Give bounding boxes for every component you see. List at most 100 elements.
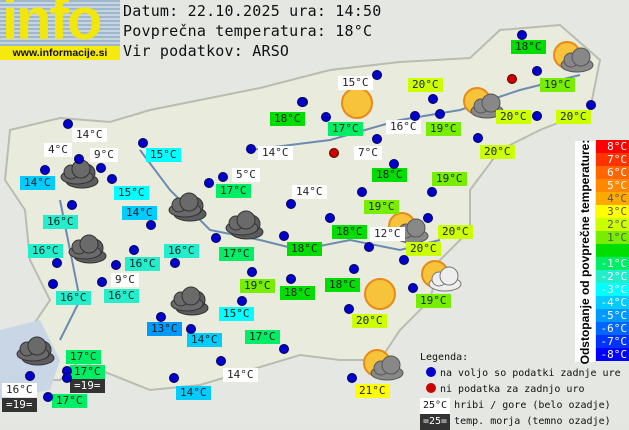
station-marker[interactable] bbox=[129, 245, 139, 255]
temperature-label: 14°C bbox=[292, 185, 327, 199]
temperature-label: =19= bbox=[70, 379, 105, 393]
scale-row: -1°C bbox=[596, 257, 629, 270]
station-marker[interactable] bbox=[146, 220, 156, 230]
station-marker[interactable] bbox=[138, 138, 148, 148]
river-sava bbox=[139, 149, 441, 252]
scale-row: 2°C bbox=[596, 218, 629, 231]
legend-title: Legenda: bbox=[420, 352, 469, 363]
station-marker[interactable] bbox=[211, 233, 221, 243]
scale-row: 7°C bbox=[596, 153, 629, 166]
temperature-label: 18°C bbox=[280, 286, 315, 300]
station-marker-missing[interactable] bbox=[329, 148, 339, 158]
legend: Legenda: na voljo so podatki zadnje ure … bbox=[420, 350, 625, 430]
temperature-label: 13°C bbox=[147, 322, 182, 336]
station-marker-missing[interactable] bbox=[507, 74, 517, 84]
station-marker[interactable] bbox=[321, 112, 331, 122]
station-marker[interactable] bbox=[532, 111, 542, 121]
station-marker[interactable] bbox=[357, 187, 367, 197]
station-marker[interactable] bbox=[279, 231, 289, 241]
temperature-label: 14°C bbox=[176, 386, 211, 400]
temperature-label: 14°C bbox=[20, 176, 55, 190]
blue-dot-icon bbox=[426, 367, 436, 377]
station-marker[interactable] bbox=[344, 304, 354, 314]
temperature-label: 20°C bbox=[556, 110, 591, 124]
temperature-label: 17°C bbox=[328, 122, 363, 136]
legend-mountain-sample: 25°C bbox=[420, 398, 451, 414]
temperature-label: 4°C bbox=[44, 143, 72, 157]
cloud-icon bbox=[13, 332, 65, 378]
station-marker[interactable] bbox=[389, 159, 399, 169]
station-marker[interactable] bbox=[52, 258, 62, 268]
deviation-scale: 8°C 7°C 6°C 5°C 4°C 3°C 2°C 1°C -1°C -2°C -3°C -4°C… bbox=[596, 140, 629, 361]
logo-url[interactable]: www.informacije.si bbox=[0, 46, 120, 60]
station-marker[interactable] bbox=[96, 163, 106, 173]
station-marker[interactable] bbox=[399, 255, 409, 265]
station-marker[interactable] bbox=[111, 260, 121, 270]
red-dot-icon bbox=[426, 383, 436, 393]
station-marker[interactable] bbox=[169, 373, 179, 383]
station-marker[interactable] bbox=[517, 30, 527, 40]
station-marker[interactable] bbox=[218, 172, 228, 182]
station-marker[interactable] bbox=[428, 94, 438, 104]
station-marker[interactable] bbox=[74, 154, 84, 164]
station-marker[interactable] bbox=[67, 200, 77, 210]
legend-missing: ni podatka za zadnjo uro bbox=[440, 384, 585, 395]
station-marker[interactable] bbox=[586, 100, 596, 110]
station-marker[interactable] bbox=[216, 356, 226, 366]
station-marker[interactable] bbox=[107, 174, 117, 184]
station-marker[interactable] bbox=[186, 324, 196, 334]
temperature-label: 14°C bbox=[258, 146, 293, 160]
station-marker[interactable] bbox=[473, 133, 483, 143]
temperature-label: 17°C bbox=[66, 350, 101, 364]
temperature-label: 15°C bbox=[114, 186, 149, 200]
station-marker[interactable] bbox=[435, 109, 445, 119]
station-marker[interactable] bbox=[532, 66, 542, 76]
station-marker[interactable] bbox=[40, 165, 50, 175]
station-marker[interactable] bbox=[423, 213, 433, 223]
temperature-label: 15°C bbox=[338, 76, 373, 90]
logo[interactable]: info www.informacije.si bbox=[0, 0, 120, 60]
station-marker[interactable] bbox=[62, 373, 72, 383]
station-marker[interactable] bbox=[286, 199, 296, 209]
legend-sea: temp. morja (temno ozadje) bbox=[454, 416, 611, 427]
temperature-label: 18°C bbox=[270, 112, 305, 126]
temperature-label: 9°C bbox=[90, 148, 118, 162]
scale-row: 1°C bbox=[596, 231, 629, 244]
station-marker[interactable] bbox=[410, 111, 420, 121]
station-marker[interactable] bbox=[286, 274, 296, 284]
station-marker[interactable] bbox=[246, 144, 256, 154]
temperature-label: 14°C bbox=[72, 128, 107, 142]
station-marker[interactable] bbox=[372, 134, 382, 144]
temperature-label: 18°C bbox=[287, 242, 322, 256]
temperature-label: 7°C bbox=[354, 146, 382, 160]
station-marker[interactable] bbox=[349, 264, 359, 274]
station-marker[interactable] bbox=[204, 178, 214, 188]
station-marker[interactable] bbox=[427, 187, 437, 197]
partly-cloudy-icon bbox=[545, 37, 597, 83]
temperature-label: 16°C bbox=[125, 257, 160, 271]
data-source: Vir podatkov: ARSO bbox=[123, 42, 290, 60]
station-marker[interactable] bbox=[297, 97, 307, 107]
temperature-label: 20°C bbox=[408, 78, 443, 92]
station-marker[interactable] bbox=[408, 283, 418, 293]
temperature-label: 16°C bbox=[56, 291, 91, 305]
temperature-label: 16°C bbox=[164, 244, 199, 258]
station-marker[interactable] bbox=[48, 279, 58, 289]
station-marker[interactable] bbox=[43, 392, 53, 402]
station-marker[interactable] bbox=[156, 312, 166, 322]
scale-row: -8°C bbox=[596, 348, 629, 361]
station-marker[interactable] bbox=[247, 267, 257, 277]
scale-row: -6°C bbox=[596, 322, 629, 335]
station-marker[interactable] bbox=[364, 242, 374, 252]
station-marker[interactable] bbox=[63, 119, 73, 129]
station-marker[interactable] bbox=[279, 344, 289, 354]
station-marker[interactable] bbox=[25, 371, 35, 381]
station-marker[interactable] bbox=[170, 258, 180, 268]
station-marker[interactable] bbox=[237, 296, 247, 306]
station-marker[interactable] bbox=[97, 277, 107, 287]
station-marker[interactable] bbox=[372, 70, 382, 80]
station-marker[interactable] bbox=[347, 373, 357, 383]
station-marker[interactable] bbox=[325, 213, 335, 223]
temperature-label: 20°C bbox=[480, 145, 515, 159]
